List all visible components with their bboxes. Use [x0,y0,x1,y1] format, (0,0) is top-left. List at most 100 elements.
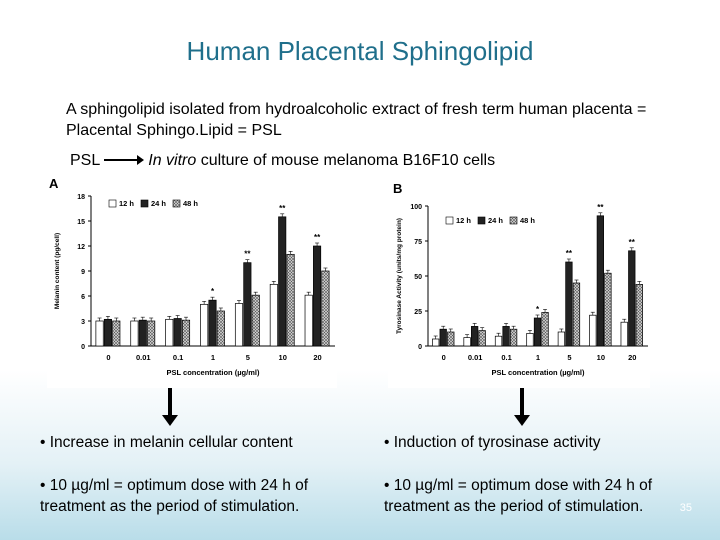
bar-48h [321,270,330,347]
bar-24h [565,261,573,347]
bar-48h [286,253,295,347]
legend-label: 12 h [119,199,134,208]
y-axis-label: Melanin content (pg/cell) [54,233,61,309]
significance-label: ** [244,250,251,259]
bar-12h [557,331,566,347]
y-tick-label: 9 [81,269,85,276]
y-tick-label: 18 [77,194,85,201]
psl-relation: PSL In vitro culture of mouse melanoma B1… [70,152,495,170]
bar-24h [208,299,217,347]
bar-24h [471,326,479,347]
right-bullet-2: • 10 µg/ml = optimum dose with 24 h of t… [384,477,653,515]
significance-label: * [536,305,540,314]
bar-24h [313,245,322,347]
bar-12h [95,320,104,347]
x-tick-label: 20 [313,353,321,362]
left-bullet-1: • Increase in melanin cellular content [40,434,293,451]
bar-48h [181,319,191,347]
bar-12h [463,337,471,347]
significance-label: ** [279,204,286,213]
legend-label: 48 h [183,199,198,208]
x-tick-label: 10 [597,353,605,362]
panel-letter-a: A [49,176,59,191]
bar-24h [502,326,510,347]
bar-12h [200,303,209,347]
bar-48h [635,284,643,347]
significance-label: ** [566,249,573,258]
y-tick-label: 0 [81,344,85,351]
left-bullet-2: • 10 µg/ml = optimum dose with 24 h of t… [40,477,309,515]
background-gradient [0,370,720,540]
legend-swatch [445,216,454,225]
x-tick-label: 0.1 [501,353,511,362]
x-axis-label: PSL concentration (µg/ml) [167,368,260,377]
legend-label: 48 h [520,216,535,225]
bar-48h [447,331,455,347]
bar-12h [130,320,139,347]
bar-24h [596,215,604,347]
y-axis-label: Tyrosinase Activity (units/mg protein) [396,218,403,334]
slide-description: A sphingolipid isolated from hydroalcoho… [66,101,647,139]
legend-label: 24 h [488,216,503,225]
page-number: 35 [679,502,692,514]
psl-label: PSL [70,152,101,169]
y-tick-label: 3 [81,319,85,326]
right-bullet-1: • Induction of tyrosinase activity [384,434,601,451]
bar-12h [494,335,503,347]
significance-label: * [211,287,215,296]
bar-12h [269,283,278,347]
bar-12h [620,321,628,347]
x-tick-label: 0.01 [136,353,151,362]
down-arrow-icon [162,388,178,426]
y-tick-label: 50 [414,274,422,281]
bar-24h [628,250,636,347]
x-tick-label: 0.1 [173,353,183,362]
chart-panel-b: 0 25 50 75 100 Tyrosinase Activity (units/mg … [388,178,650,388]
x-tick-label: 0 [442,353,446,362]
psl-target-text: culture of mouse melanoma B16F10 cells [196,152,496,169]
legend-label: 24 h [151,199,166,208]
y-tick-label: 100 [410,204,422,211]
y-tick-label: 25 [414,309,422,316]
chart-panel-a: 0 3 6 9 12 15 18 Melanin content (pg/cell) 0 0.01… [47,176,337,388]
bar-24h [243,262,252,347]
x-tick-label: 5 [567,353,571,362]
bar-48h [509,328,518,347]
x-tick-label: 20 [628,353,636,362]
bar-24h [173,318,182,347]
legend-swatch [172,199,181,208]
bar-48h [572,282,581,347]
bar-24h [138,319,147,347]
significance-label: ** [629,238,636,247]
x-tick-label: 5 [246,353,250,362]
panel-letter-b: B [393,181,403,196]
y-tick-label: 15 [77,219,85,226]
bar-12h [234,303,244,347]
legend-swatch [108,199,117,208]
down-arrow-icon [514,388,530,426]
bar-12h [432,338,440,347]
bar-12h [304,294,313,347]
right-arrow-icon [104,154,145,165]
x-tick-label: 1 [536,353,540,362]
significance-label: ** [597,203,604,212]
y-tick-label: 0 [418,344,422,351]
bar-12h [526,333,534,347]
x-tick-label: 0.01 [468,353,483,362]
legend-swatch [140,199,149,208]
bar-24h [533,317,542,347]
y-tick-label: 75 [414,239,422,246]
bar-48h [216,310,225,347]
x-tick-label: 1 [211,353,215,362]
bar-24h [103,318,112,347]
bar-48h [478,330,486,347]
psl-target-italic: In vitro [148,152,197,169]
x-tick-label: 10 [279,353,287,362]
bar-24h [278,216,287,347]
bar-12h [589,314,597,347]
bar-48h [112,320,121,347]
legend-swatch [509,216,518,225]
slide-title: Human Placental Sphingolipid [186,36,534,66]
